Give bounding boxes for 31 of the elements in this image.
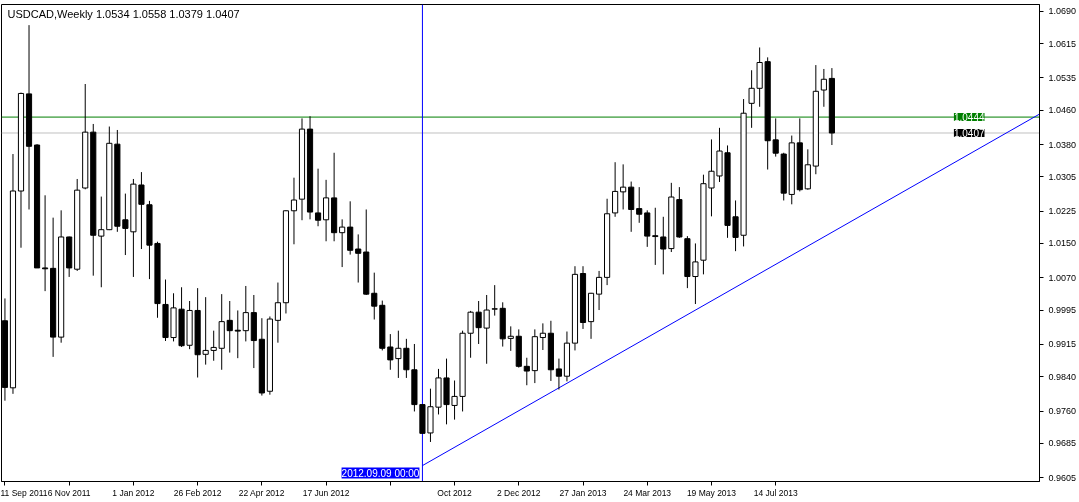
x-tick-label: 27 Jan 2013 [559, 487, 607, 498]
x-tick-label: 11 Sep 2011 [0, 487, 48, 498]
y-tick-label: 0.9995 [1048, 305, 1077, 316]
x-tick-label: 24 Mar 2013 [623, 487, 672, 498]
y-tick-label: 0.9760 [1048, 406, 1077, 417]
x-tick-label: 2 Dec 2012 [497, 487, 541, 498]
y-tick-label: 1.0150 [1048, 238, 1077, 249]
y-tick-label: 1.0535 [1048, 72, 1077, 83]
y-tick-label: 1.0460 [1048, 105, 1077, 116]
y-tick-label: 1.0305 [1048, 171, 1077, 182]
ref-line-label: 2012.09.09 00:00 [341, 467, 420, 479]
ref-line-label: 1.0444 [953, 112, 985, 124]
y-tick-label: 1.0225 [1048, 206, 1077, 217]
y-tick-label: 0.9915 [1048, 339, 1077, 350]
chart-title: USDCAD,Weekly 1.0534 1.0558 1.0379 1.0407 [7, 7, 240, 20]
x-tick-label: 14 Jul 2013 [753, 487, 798, 498]
y-tick-label: 1.0615 [1048, 38, 1077, 49]
x-tick-label: 22 Apr 2012 [238, 487, 285, 498]
x-tick-label: 1 Jan 2012 [112, 487, 155, 498]
x-tick-label: 17 Jun 2012 [302, 487, 350, 498]
y-tick-label: 1.0070 [1048, 272, 1077, 283]
x-tick-label: 6 Nov 2011 [47, 487, 91, 498]
ref-line-label: 1.0407 [953, 127, 985, 139]
x-tick-label: 19 May 2013 [686, 487, 737, 498]
x-tick-label: Oct 2012 [437, 487, 473, 498]
y-tick-label: 0.9840 [1048, 371, 1077, 382]
y-tick-label: 0.9605 [1048, 472, 1077, 483]
x-tick-label: 26 Feb 2012 [173, 487, 222, 498]
y-tick-label: 1.0380 [1048, 139, 1077, 150]
y-tick-label: 1.0690 [1048, 6, 1077, 17]
y-tick-label: 0.9685 [1048, 438, 1077, 449]
